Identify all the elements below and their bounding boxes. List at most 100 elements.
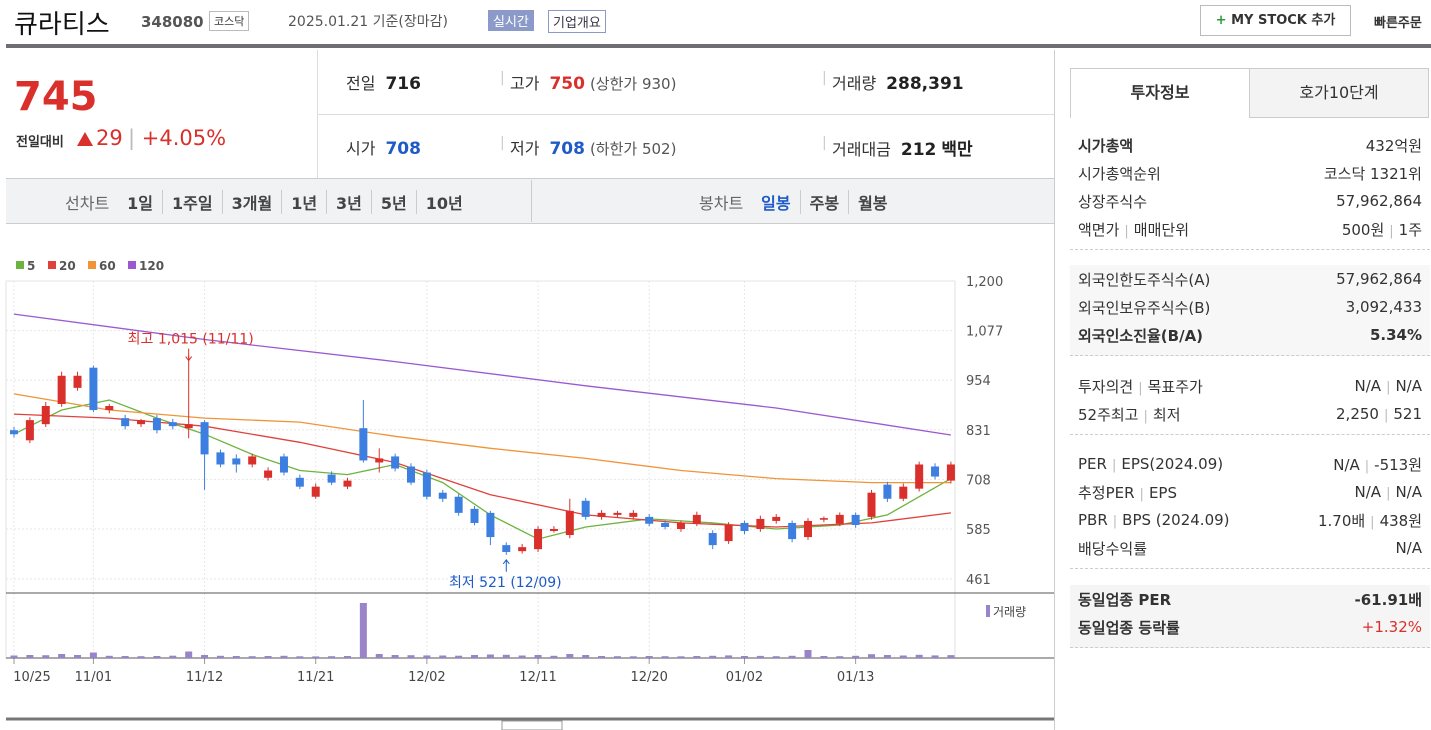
info-label: EPS	[1148, 483, 1177, 502]
volume-bar	[26, 655, 34, 658]
candle-body	[407, 466, 415, 483]
stock-name: 큐라티스	[14, 10, 110, 40]
info-label: 외국인보유주식수(B)	[1078, 298, 1211, 317]
y-tick-label: 1,077	[966, 325, 1003, 340]
volume-bar	[740, 656, 748, 658]
ma-line	[13, 393, 951, 484]
info-values: 3,092,433	[1346, 298, 1422, 316]
info-label: PER	[1078, 455, 1107, 473]
item-extra: (하한가 502)	[589, 140, 677, 158]
info-labels: 시가총액	[1078, 135, 1133, 156]
candle-body	[772, 516, 781, 521]
candle-body	[327, 474, 336, 483]
period-divider	[531, 180, 532, 222]
period-tab[interactable]: 1주일	[162, 190, 222, 214]
volume-bar	[471, 655, 479, 658]
candle-body	[883, 484, 892, 499]
info-value: N/A	[1395, 539, 1422, 557]
volume-bar	[709, 655, 717, 658]
info-label: 동일업종 PER	[1078, 590, 1172, 609]
period-tab[interactable]: 주봉	[799, 190, 848, 214]
sep: |	[1364, 458, 1370, 474]
info-row: 동일업종 PER -61.91배	[1070, 585, 1430, 613]
x-tick-label: 01/02	[726, 670, 763, 685]
volume-bar	[820, 656, 828, 658]
info-row: 상장주식수 57,962,864	[1070, 187, 1430, 215]
x-tick-label: 12/20	[630, 670, 667, 685]
candle-body	[597, 512, 606, 517]
company-info-button[interactable]: 기업개요	[548, 10, 606, 33]
candle-body	[724, 524, 733, 542]
mystock-button[interactable]: + MY STOCK 추가	[1200, 5, 1351, 36]
candle-body	[57, 375, 66, 404]
candle-body	[422, 472, 431, 497]
volume-legend-swatch	[986, 605, 990, 617]
sep: |	[1386, 380, 1391, 395]
volume-bar	[359, 603, 367, 658]
candle-body	[10, 430, 18, 435]
info-value: 500원	[1341, 220, 1385, 239]
info-labels: 52주최고 | 최저	[1078, 404, 1181, 425]
quick-order[interactable]: 빠른주문	[1374, 16, 1422, 31]
x-tick-label: 01/13	[837, 670, 874, 685]
candle-body	[788, 522, 797, 540]
info-labels: 액면가 | 매매단위	[1078, 219, 1189, 240]
period-tab[interactable]: 3개월	[221, 190, 282, 214]
change-pct-value: +4.05%	[141, 126, 227, 150]
info-labels: 시가총액순위	[1078, 163, 1161, 184]
candle-body	[740, 522, 749, 532]
info-row: 52주최고 | 최저 2,250 | 521	[1070, 400, 1430, 428]
info-values: -61.91배	[1355, 589, 1422, 610]
info-value: N/A	[1354, 377, 1382, 395]
item-label: 시가	[346, 139, 376, 158]
volume-bar	[677, 656, 685, 658]
item-value: 708	[385, 139, 421, 159]
period-tab[interactable]: 3년	[326, 190, 371, 214]
volume-bar	[328, 656, 336, 658]
volume-bar	[296, 656, 304, 658]
price-divider	[318, 114, 1055, 115]
volume-bar	[899, 655, 907, 658]
period-tab[interactable]: 1일	[127, 194, 154, 213]
info-tab[interactable]: 투자정보	[1070, 68, 1250, 118]
sep: |	[822, 135, 827, 151]
volume-bar	[391, 655, 399, 658]
info-values: 2,250 | 521	[1336, 405, 1422, 423]
scroll-handle	[501, 720, 563, 730]
volume-bar	[280, 655, 288, 658]
legend-swatch	[128, 261, 136, 269]
volume-bar	[772, 656, 780, 658]
candle-body	[152, 418, 161, 431]
info-label: BPS (2024.09)	[1122, 511, 1230, 529]
item-label: 고가	[510, 74, 540, 93]
period-tab[interactable]: 5년	[370, 190, 416, 214]
info-row: 외국인소진율(B/A) 5.34%	[1070, 321, 1430, 349]
info-values: 500원 | 1주	[1342, 219, 1422, 240]
period-tab[interactable]: 10년	[415, 190, 472, 214]
info-values: 코스닥 1321위	[1324, 163, 1422, 184]
candle-body	[915, 464, 924, 489]
candle-body	[502, 545, 511, 552]
volume-bar	[89, 652, 97, 658]
candle-body	[804, 520, 812, 538]
volume-bar	[598, 656, 606, 658]
info-row: 시가총액 432억원	[1070, 131, 1430, 159]
volume-bar	[439, 655, 447, 658]
legend-swatch	[48, 261, 56, 269]
volume-bar	[121, 656, 129, 658]
realtime-button[interactable]: 실시간	[488, 10, 534, 31]
mystock-label: MY STOCK 추가	[1231, 13, 1336, 28]
volume-bar	[137, 656, 145, 658]
candle-body	[89, 367, 98, 411]
info-section: 투자의견 | 목표주가 N/A | N/A 52주최고 | 최저 2,250 | 521	[1070, 372, 1430, 435]
period-tab[interactable]: 1년	[281, 190, 326, 214]
info-row: 액면가 | 매매단위 500원 | 1주	[1070, 215, 1430, 243]
volume-bar	[248, 656, 256, 658]
volume-bar	[566, 654, 574, 658]
period-tab[interactable]: 일봉	[761, 194, 791, 213]
period-tab[interactable]: 월봉	[848, 190, 896, 214]
info-label: 52주최고	[1078, 405, 1139, 424]
orderbook-tab[interactable]: 호가10단계	[1249, 68, 1429, 118]
info-value: N/A	[1395, 483, 1422, 501]
candle-body	[232, 458, 241, 465]
